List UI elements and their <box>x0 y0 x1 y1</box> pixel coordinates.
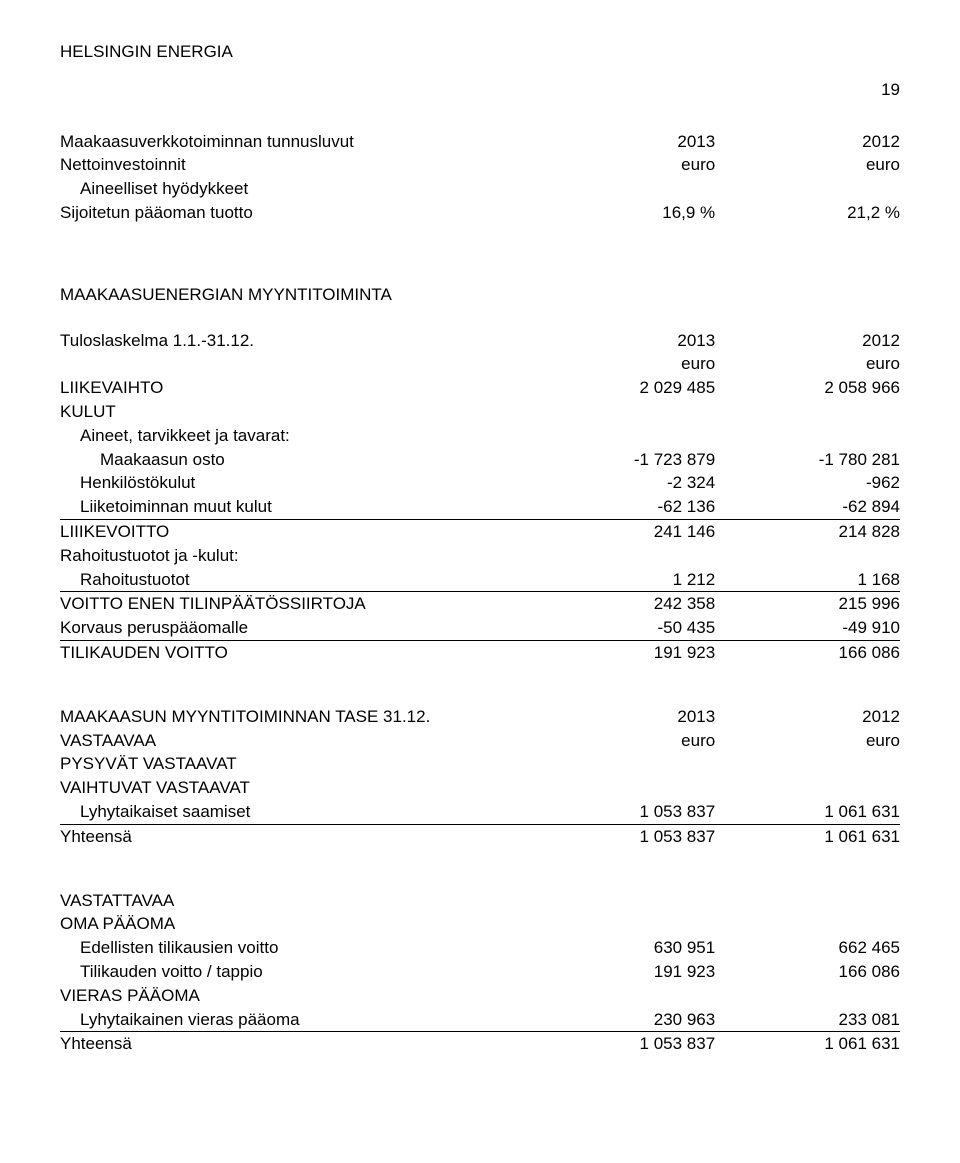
tase-title: MAAKAASUN MYYNTITOIMINNAN TASE 31.12. <box>60 705 530 729</box>
vieras-paaoma-label: VIERAS PÄÄOMA <box>60 984 530 1008</box>
liikevoitto-v1: 241 146 <box>530 519 715 543</box>
tilikauden-v2: 166 086 <box>715 640 900 664</box>
liike-muut-v1: -62 136 <box>530 495 715 519</box>
tuloslaskelma-table: Tuloslaskelma 1.1.-31.12. 2013 2012 euro… <box>60 329 900 665</box>
lyhyt-saamiset-label: Lyhytaikaiset saamiset <box>60 800 530 824</box>
yhteensa1-label: Yhteensä <box>60 824 530 848</box>
liikevoitto-v2: 214 828 <box>715 519 900 543</box>
year-2013: 2013 <box>530 705 715 729</box>
voitto-enen-label: VOITTO ENEN TILINPÄÄTÖSSIIRTOJA <box>60 592 530 616</box>
liiketoiminnan-muut-label: Liiketoiminnan muut kulut <box>60 495 530 519</box>
sijoitetun-label: Sijoitetun pääoman tuotto <box>60 201 530 225</box>
sijoitetun-v2: 21,2 % <box>715 201 900 225</box>
voitto-enen-v1: 242 358 <box>530 592 715 616</box>
aineet-label: Aineet, tarvikkeet ja tavarat: <box>60 424 530 448</box>
vastaavaa-label: VASTAAVAA <box>60 729 530 753</box>
tilik-vt-v1: 191 923 <box>530 960 715 984</box>
currency-col1: euro <box>530 352 715 376</box>
liikevaihto-v2: 2 058 966 <box>715 376 900 400</box>
kulut-label: KULUT <box>60 400 530 424</box>
section1-title: Maakaasuverkkotoiminnan tunnusluvut <box>60 130 530 154</box>
yht1-v2: 1 061 631 <box>715 824 900 848</box>
rahoitustuotot-v1: 1 212 <box>530 568 715 592</box>
maakaasun-v1: -1 723 879 <box>530 448 715 472</box>
tuloslaskelma-label: Tuloslaskelma 1.1.-31.12. <box>60 329 530 353</box>
voitto-enen-v2: 215 996 <box>715 592 900 616</box>
tunnusluvut-table: Maakaasuverkkotoiminnan tunnusluvut 2013… <box>60 130 900 225</box>
tilikauden-voitto-label: TILIKAUDEN VOITTO <box>60 640 530 664</box>
yht2-v2: 1 061 631 <box>715 1032 900 1056</box>
maakaasun-label: Maakaasun osto <box>60 448 530 472</box>
yht1-v1: 1 053 837 <box>530 824 715 848</box>
tilik-vt-label: Tilikauden voitto / tappio <box>60 960 530 984</box>
korvaus-label: Korvaus peruspääomalle <box>60 616 530 640</box>
tilik-vt-v2: 166 086 <box>715 960 900 984</box>
rahoitustuotot-v2: 1 168 <box>715 568 900 592</box>
henk-v1: -2 324 <box>530 471 715 495</box>
oma-paaoma-label: OMA PÄÄOMA <box>60 912 530 936</box>
nettoinvestoinnit-label: Nettoinvestoinnit <box>60 153 530 177</box>
pysyvat-label: PYSYVÄT VASTAAVAT <box>60 752 530 776</box>
lyhyt-saam-v2: 1 061 631 <box>715 800 900 824</box>
yht2-v1: 1 053 837 <box>530 1032 715 1056</box>
edellisten-label: Edellisten tilikausien voitto <box>60 936 530 960</box>
tase-vastattavaa-table: VASTATTAVAA OMA PÄÄOMA Edellisten tilika… <box>60 889 900 1057</box>
year-2013: 2013 <box>530 130 715 154</box>
lyhyt-vp-label: Lyhytaikainen vieras pääoma <box>60 1008 530 1032</box>
edellisten-v1: 630 951 <box>530 936 715 960</box>
year-2012: 2012 <box>715 705 900 729</box>
company-name: HELSINGIN ENERGIA <box>60 40 900 64</box>
year-2013: 2013 <box>530 329 715 353</box>
aineelliset-label: Aineelliset hyödykkeet <box>60 177 530 201</box>
korvaus-v1: -50 435 <box>530 616 715 640</box>
currency-col1: euro <box>530 729 715 753</box>
rahoitus-tk-label: Rahoitustuotot ja -kulut: <box>60 544 530 568</box>
currency-col2: euro <box>715 352 900 376</box>
liikevoitto-label: LIIIKEVOITTO <box>60 519 530 543</box>
currency-col2: euro <box>715 729 900 753</box>
page-number: 19 <box>60 78 900 102</box>
currency-col2: euro <box>715 153 900 177</box>
henk-v2: -962 <box>715 471 900 495</box>
edellisten-v2: 662 465 <box>715 936 900 960</box>
lyhyt-vp-v1: 230 963 <box>530 1008 715 1032</box>
liikevaihto-v1: 2 029 485 <box>530 376 715 400</box>
year-2012: 2012 <box>715 329 900 353</box>
section2-title: MAAKAASUENERGIAN MYYNTITOIMINTA <box>60 283 900 307</box>
lyhyt-vp-v2: 233 081 <box>715 1008 900 1032</box>
vastattavaa-label: VASTATTAVAA <box>60 889 530 913</box>
liikevaihto-label: LIIKEVAIHTO <box>60 376 530 400</box>
henkilostokulut-label: Henkilöstökulut <box>60 471 530 495</box>
year-2012: 2012 <box>715 130 900 154</box>
liike-muut-v2: -62 894 <box>715 495 900 519</box>
korvaus-v2: -49 910 <box>715 616 900 640</box>
sijoitetun-v1: 16,9 % <box>530 201 715 225</box>
rahoitustuotot-label: Rahoitustuotot <box>60 568 530 592</box>
lyhyt-saam-v1: 1 053 837 <box>530 800 715 824</box>
maakaasun-v2: -1 780 281 <box>715 448 900 472</box>
tase-vastaavaa-table: MAAKAASUN MYYNTITOIMINNAN TASE 31.12. 20… <box>60 705 900 849</box>
tilikauden-v1: 191 923 <box>530 640 715 664</box>
currency-col1: euro <box>530 153 715 177</box>
vaihtuvat-label: VAIHTUVAT VASTAAVAT <box>60 776 530 800</box>
yhteensa2-label: Yhteensä <box>60 1032 530 1056</box>
